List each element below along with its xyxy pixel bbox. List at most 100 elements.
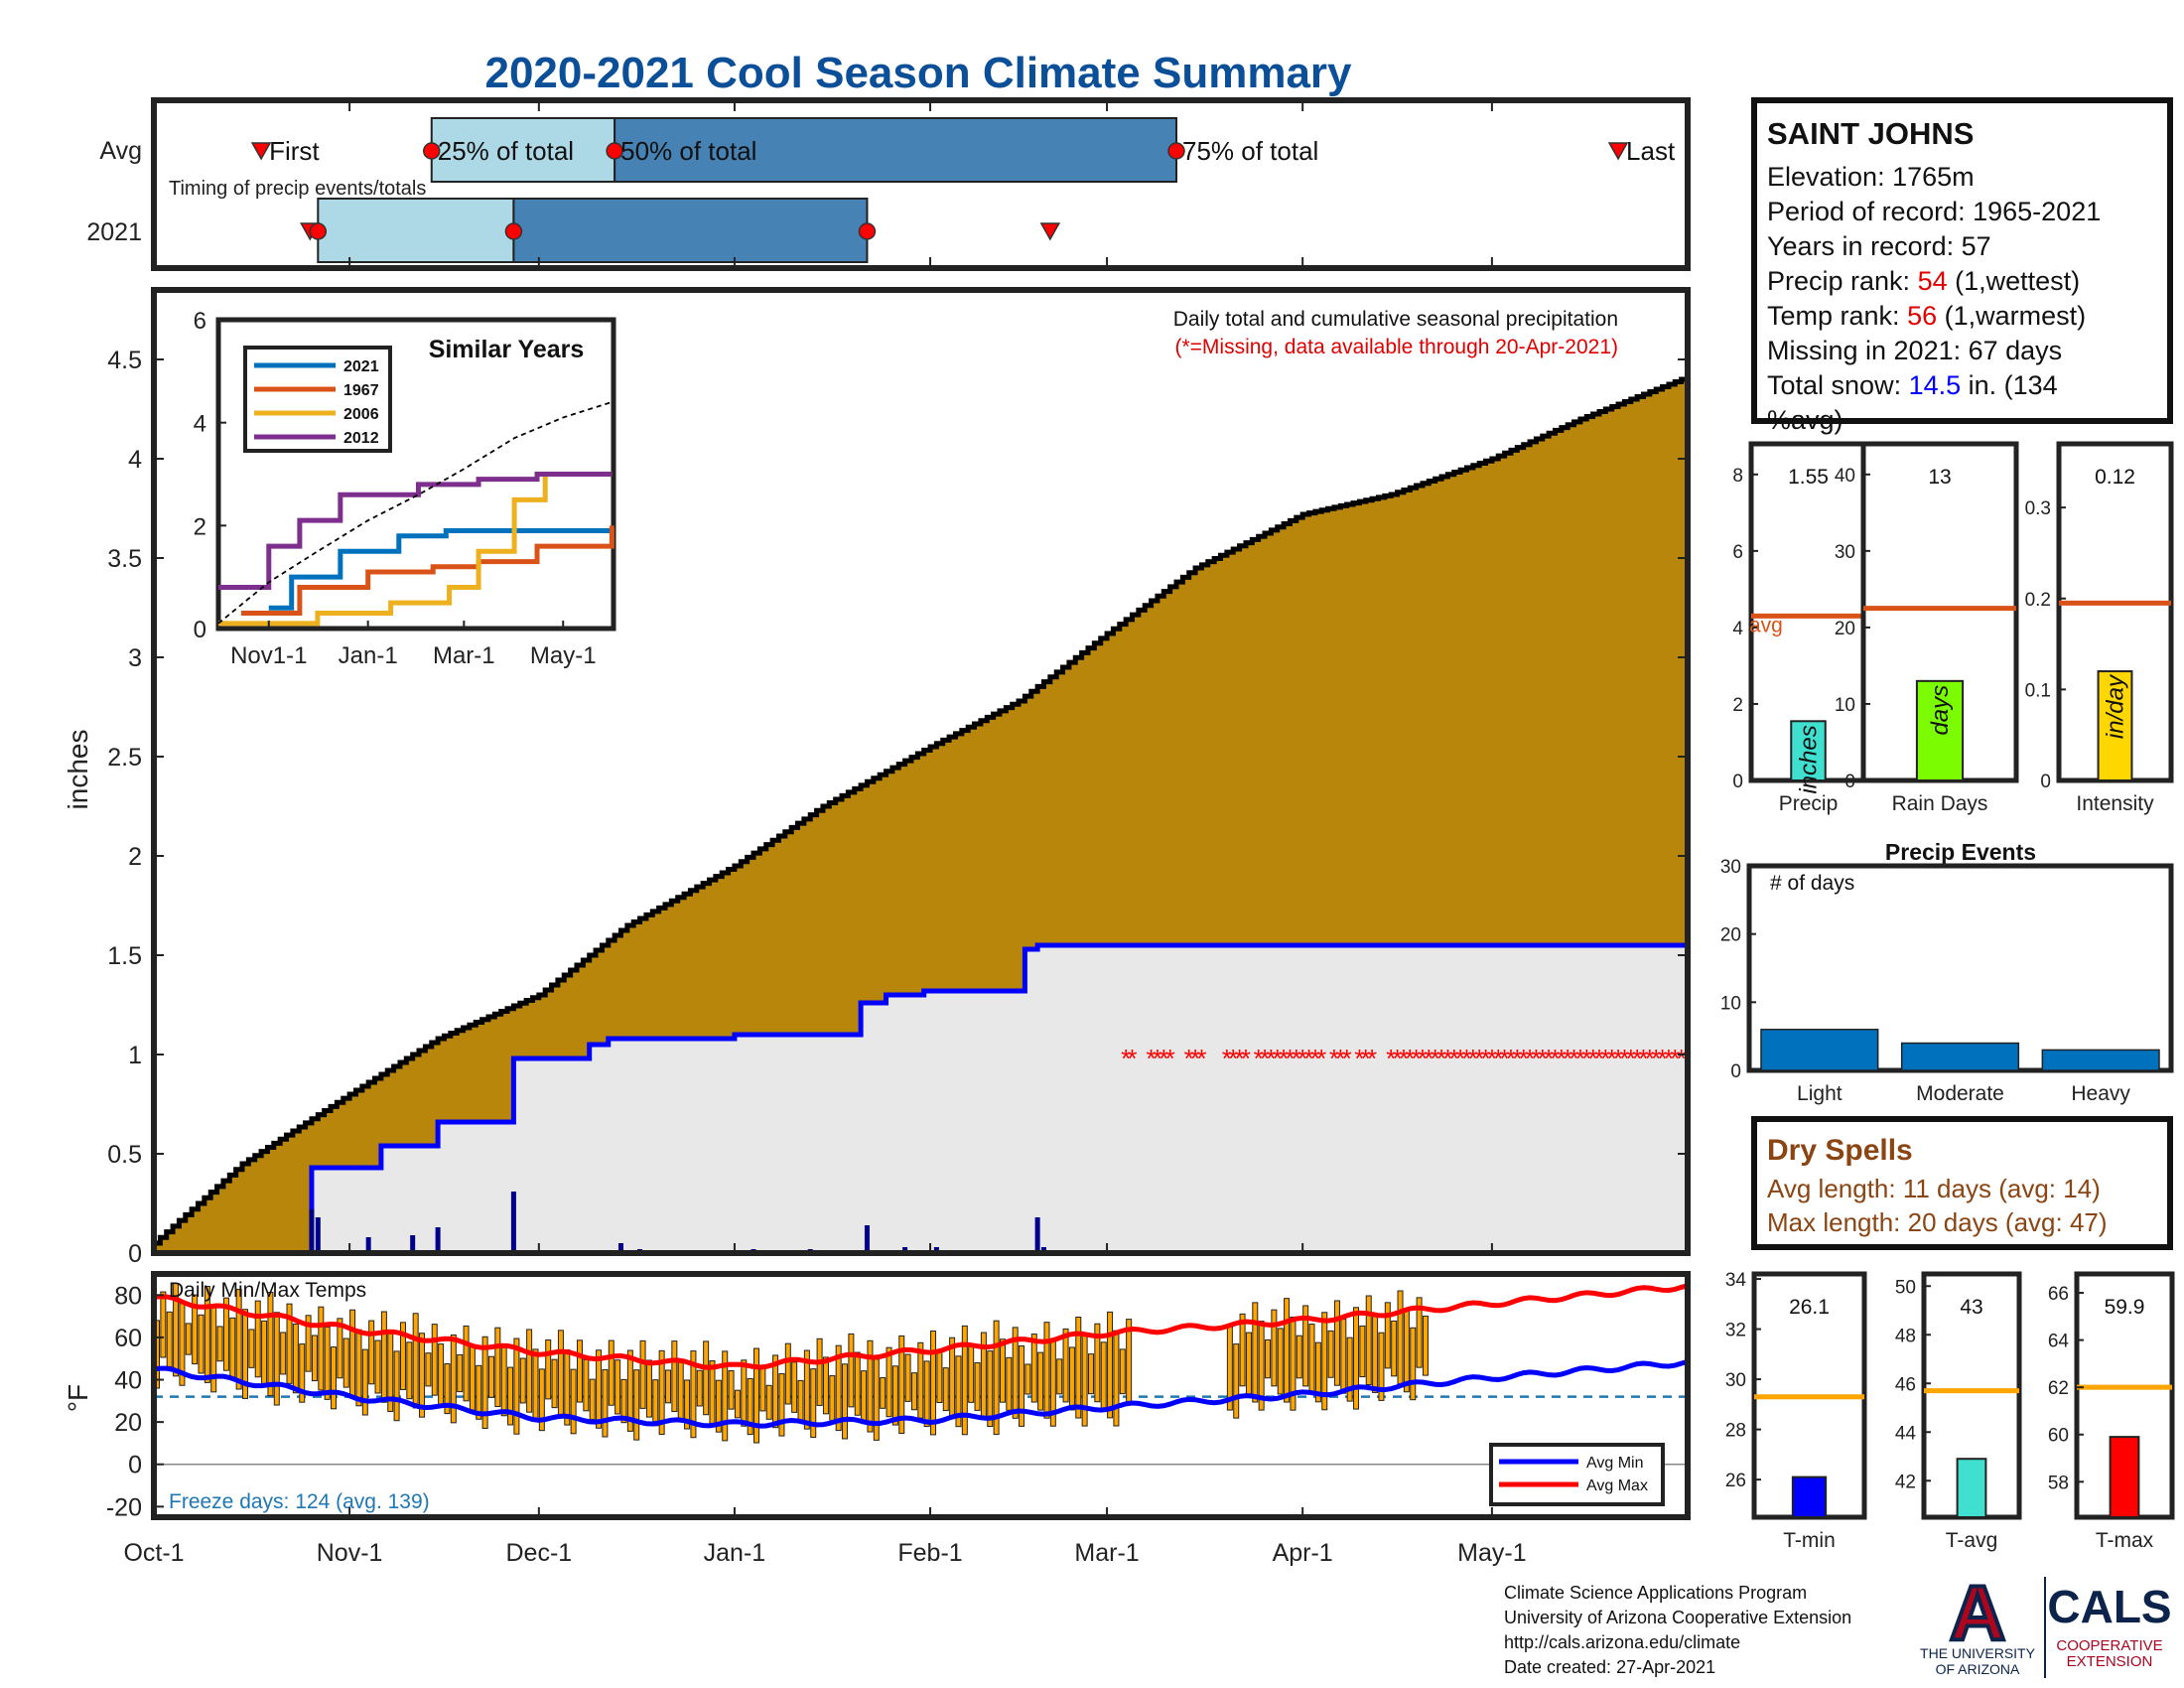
daily-temp-bar xyxy=(463,1325,470,1402)
daily-temp-bar xyxy=(229,1317,236,1381)
precip-tick-label: 0 xyxy=(1732,772,1743,792)
daily-temp-bar xyxy=(368,1320,375,1385)
missing-day-marker: * xyxy=(1670,1044,1680,1073)
missing-day-marker: * xyxy=(1538,1044,1548,1073)
daily-temp-bar xyxy=(1252,1302,1259,1403)
missing-note: (*=Missing, data available through 20-Ap… xyxy=(1174,336,1618,358)
daily-temp-bar xyxy=(835,1344,842,1432)
daily-temp-bar xyxy=(1359,1325,1366,1378)
missing-day-marker: * xyxy=(1303,1044,1313,1073)
daily-temp-bar xyxy=(923,1360,930,1428)
tavg-value: 43 xyxy=(1960,1296,1982,1319)
dry-spells-box: Dry Spells Avg length: 11 days (avg: 14)… xyxy=(1751,1116,2173,1250)
ua-logo-line2: OF ARIZONA xyxy=(1936,1661,2020,1677)
missing-day-marker: * xyxy=(1184,1044,1194,1073)
daily-temp-bar xyxy=(797,1379,804,1422)
daily-precip-bar xyxy=(410,1235,416,1253)
missing-day-marker: * xyxy=(1645,1044,1655,1073)
precip-tick-label: 4 xyxy=(1732,619,1743,639)
daily-temp-bar xyxy=(299,1343,306,1403)
missing-day-marker: * xyxy=(1531,1044,1541,1073)
daily-temp-bar xyxy=(583,1358,590,1412)
daily-temp-bar xyxy=(311,1335,318,1382)
tmin-tick-label: 34 xyxy=(1725,1270,1747,1291)
station-info-box: SAINT JOHNS Elevation: 1765m Period of r… xyxy=(1751,97,2173,435)
rain-days-tick-label: 30 xyxy=(1835,542,1855,563)
footer-date: Date created: 27-Apr-2021 xyxy=(1504,1657,1715,1677)
missing-day-marker: * xyxy=(1563,1044,1572,1073)
daily-temp-bar xyxy=(1265,1338,1272,1379)
station-missing: Missing in 2021: 67 days xyxy=(1767,336,2062,365)
precip-plot-area: ** **** *** **** *********** *** *** **********… xyxy=(154,376,1688,1253)
missing-day-marker: * xyxy=(1297,1044,1307,1073)
daily-temp-bar xyxy=(476,1364,482,1420)
avg-last-marker xyxy=(1607,142,1629,161)
missing-day-marker: * xyxy=(1329,1044,1339,1073)
temp-legend-label: Avg Min xyxy=(1586,1455,1644,1472)
tavg-tick-label: 46 xyxy=(1895,1374,1916,1395)
daily-temp-bar xyxy=(880,1377,887,1409)
y2021-25pct-marker xyxy=(309,222,328,240)
daily-temp-bar xyxy=(1403,1309,1410,1393)
temp-y-tick-label: 80 xyxy=(114,1282,142,1310)
missing-day-marker: * xyxy=(1392,1044,1402,1073)
tavg-tick-label: 48 xyxy=(1895,1326,1916,1346)
missing-day-marker: * xyxy=(1626,1044,1636,1073)
daily-temp-bar xyxy=(891,1365,898,1426)
daily-temp-bar xyxy=(690,1350,697,1439)
daily-temp-bar xyxy=(684,1379,691,1430)
missing-day-marker: * xyxy=(1285,1044,1295,1073)
daily-temp-bar xyxy=(444,1363,451,1415)
daily-temp-bar xyxy=(1340,1319,1347,1394)
daily-temp-bar xyxy=(1012,1327,1019,1419)
daily-temp-bar xyxy=(261,1320,268,1387)
missing-day-marker: * xyxy=(1165,1044,1175,1073)
tmax-bar xyxy=(2109,1436,2140,1519)
daily-temp-bar xyxy=(487,1355,494,1398)
missing-day-marker: * xyxy=(1386,1044,1396,1073)
missing-day-marker: * xyxy=(1431,1044,1440,1073)
daily-temp-bar xyxy=(337,1318,343,1379)
daily-temp-bar xyxy=(331,1346,338,1410)
intensity-tick-label: 0.3 xyxy=(2025,498,2051,519)
daily-temp-bar xyxy=(930,1331,937,1436)
daily-temp-bar xyxy=(658,1349,665,1436)
missing-day-marker: * xyxy=(1594,1044,1604,1073)
cals-logo-line2: EXTENSION xyxy=(2067,1653,2153,1670)
inset-series-2006 xyxy=(218,472,613,627)
precip-chart: ** **** *** **** *********** *** *** **********… xyxy=(63,287,1691,1268)
missing-day-marker: * xyxy=(1436,1044,1446,1073)
similar-years-inset: Similar Years 2021 1967 2006 2012 0 2 4 6 Nov1-… xyxy=(194,308,616,669)
daily-temp-bar xyxy=(564,1348,571,1426)
daily-temp-bar xyxy=(703,1340,710,1416)
daily-temp-bar xyxy=(1030,1334,1037,1403)
timing-bars: First 25% of total 50% of total 75% of tota… xyxy=(250,117,1676,263)
daily-temp-bar xyxy=(677,1359,684,1421)
rain-days-unit: days xyxy=(1927,685,1954,736)
daily-temp-bar xyxy=(198,1314,205,1374)
missing-day-marker: * xyxy=(1677,1044,1687,1073)
precip-y-label: inches xyxy=(63,730,93,810)
daily-temp-bar xyxy=(1094,1323,1101,1403)
missing-day-marker: * xyxy=(1487,1044,1497,1073)
daily-temp-bar xyxy=(469,1344,476,1411)
daily-temp-bar xyxy=(1416,1297,1423,1368)
missing-day-marker: * xyxy=(1442,1044,1452,1073)
missing-day-marker: * xyxy=(1455,1044,1465,1073)
daily-temp-bar xyxy=(961,1325,968,1436)
intensity-tick-label: 0.1 xyxy=(2025,680,2051,701)
precip-event-label: Moderate xyxy=(1916,1082,2004,1105)
daily-temp-bar xyxy=(1372,1314,1379,1393)
daily-temp-bar xyxy=(292,1323,299,1394)
date-tick-label: Feb-1 xyxy=(897,1539,962,1567)
inset-x-tick-label: May-1 xyxy=(530,642,597,669)
station-temp-rank: Temp rank: 56 (1,warmest) xyxy=(1767,301,2086,331)
daily-temp-bar xyxy=(160,1291,167,1358)
rain-days-value: 13 xyxy=(1928,466,1951,489)
temp-legend: Avg Min Avg Max xyxy=(1489,1443,1665,1506)
cals-logo: CALS COOPERATIVE EXTENSION xyxy=(2047,1581,2171,1670)
missing-day-marker: * xyxy=(1316,1044,1326,1073)
precip-events-title: Precip Events xyxy=(1885,839,2036,865)
rain-days-tick-label: 20 xyxy=(1835,619,1855,639)
missing-day-marker: * xyxy=(1342,1044,1352,1073)
